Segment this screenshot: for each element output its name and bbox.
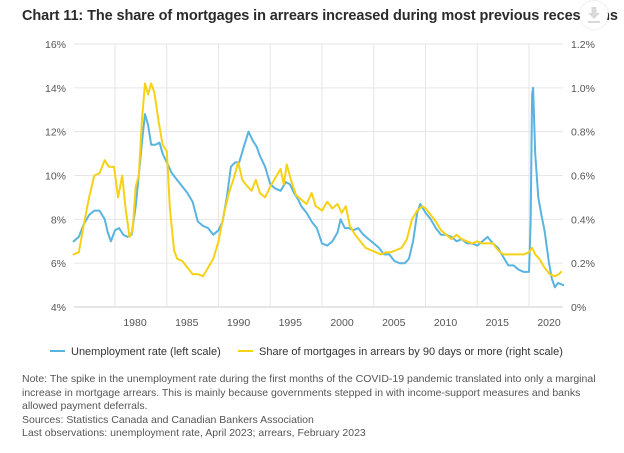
legend-item-arrears[interactable]: Share of mortgages in arrears by 90 days… (238, 346, 563, 358)
y-tick-label-left: 14% (45, 83, 66, 95)
y-tick-label-left: 4% (51, 302, 66, 314)
chart-title: Chart 11: The share of mortgages in arre… (22, 8, 618, 24)
series-line-unemployment (72, 86, 565, 289)
y-tick-label-right: 0.6% (571, 171, 595, 183)
x-tick-label: 2015 (486, 317, 510, 329)
legend-label-arrears: Share of mortgages in arrears by 90 days… (259, 346, 563, 358)
x-tick-label: 2020 (537, 317, 561, 329)
y-tick-label-right: 0.8% (571, 127, 595, 139)
y-tick-label-left: 12% (45, 127, 66, 139)
y-axis-right: 0% 0.2% 0.4% 0.6% 0.8% 1.0% 1.2% (571, 39, 595, 314)
download-button[interactable] (580, 1, 608, 29)
y-tick-label-left: 6% (51, 258, 66, 270)
x-tick-label: 1980 (123, 317, 147, 329)
y-tick-label-left: 16% (45, 39, 66, 51)
series-group (72, 82, 565, 289)
note-text: Note: The spike in the unemployment rate… (22, 373, 596, 412)
legend-label-unemployment: Unemployment rate (left scale) (71, 346, 221, 358)
gridlines (74, 43, 563, 308)
legend-swatch-unemployment (50, 350, 65, 353)
chart-area: 4% 6% 8% 10% 12% 14% 16% 0% 0.2% 0.4% 0.6% 0.8% 1.0… (45, 39, 595, 329)
legend-swatch-arrears (238, 350, 253, 353)
chart-notes: Note: The spike in the unemployment rate… (22, 373, 612, 441)
y-tick-label-left: 8% (51, 214, 66, 226)
series-line-arrears (72, 82, 563, 278)
y-tick-label-right: 1.2% (571, 39, 595, 51)
x-tick-label: 2005 (382, 317, 406, 329)
y-axis-left: 4% 6% 8% 10% 12% 14% 16% (45, 39, 66, 314)
x-tick-label: 2010 (434, 317, 458, 329)
last-observations-text: Last observations: unemployment rate, Ap… (22, 427, 366, 439)
x-tick-label: 1995 (279, 317, 303, 329)
legend-item-unemployment[interactable]: Unemployment rate (left scale) (50, 346, 221, 358)
y-tick-label-right: 0% (571, 302, 586, 314)
download-icon (588, 7, 600, 23)
y-tick-label-right: 0.2% (571, 258, 595, 270)
x-tick-label: 1985 (175, 317, 199, 329)
x-tick-label: 2000 (330, 317, 354, 329)
x-tick-label: 1990 (227, 317, 251, 329)
y-tick-label-right: 0.4% (571, 214, 595, 226)
y-tick-label-right: 1.0% (571, 83, 595, 95)
y-tick-label-left: 10% (45, 171, 66, 183)
x-axis: 1980 1985 1990 1995 2000 2005 2010 2015 2020 (123, 317, 561, 329)
sources-text: Sources: Statistics Canada and Canadian … (22, 413, 314, 426)
